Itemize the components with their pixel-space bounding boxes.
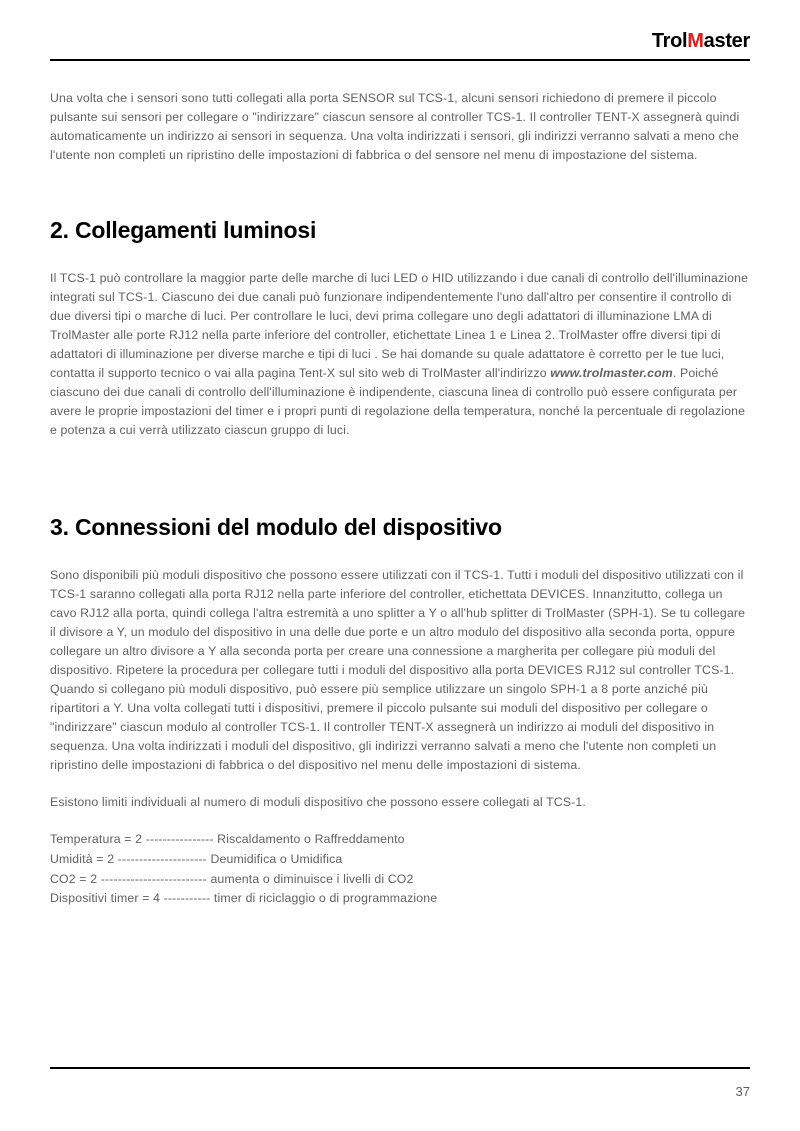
page-content: Una volta che i sensori sono tutti colle… <box>50 89 750 909</box>
page-number: 37 <box>736 1084 750 1099</box>
footer-rule <box>50 1067 750 1069</box>
section-3-title: 3. Connessioni del modulo del dispositiv… <box>50 510 750 546</box>
brand-logo: TrolMaster <box>652 30 750 52</box>
limits-list: Temperatura = 2 ---------------- Riscald… <box>50 830 750 909</box>
section-2-text-before: Il TCS-1 può controllare la maggior part… <box>50 271 748 380</box>
brand-part3: aster <box>704 30 750 52</box>
section-2-title: 2. Collegamenti luminosi <box>50 213 750 249</box>
intro-paragraph: Una volta che i sensori sono tutti colle… <box>50 89 750 165</box>
limit-item: Temperatura = 2 ---------------- Riscald… <box>50 830 750 850</box>
section-3-paragraph-1: Sono disponibili più moduli dispositivo … <box>50 566 750 776</box>
website-url: www.trolmaster.com <box>550 366 673 380</box>
limit-item: Dispositivi timer = 4 ----------- timer … <box>50 889 750 909</box>
limit-item: CO2 = 2 ------------------------- aument… <box>50 870 750 890</box>
section-2-paragraph: Il TCS-1 può controllare la maggior part… <box>50 269 750 440</box>
brand-part1: Trol <box>652 30 687 52</box>
brand-part2: M <box>687 30 703 52</box>
section-3-paragraph-2: Esistono limiti individuali al numero di… <box>50 793 750 812</box>
page-header: TrolMaster <box>50 30 750 61</box>
limit-item: Umidità = 2 --------------------- Deumid… <box>50 850 750 870</box>
